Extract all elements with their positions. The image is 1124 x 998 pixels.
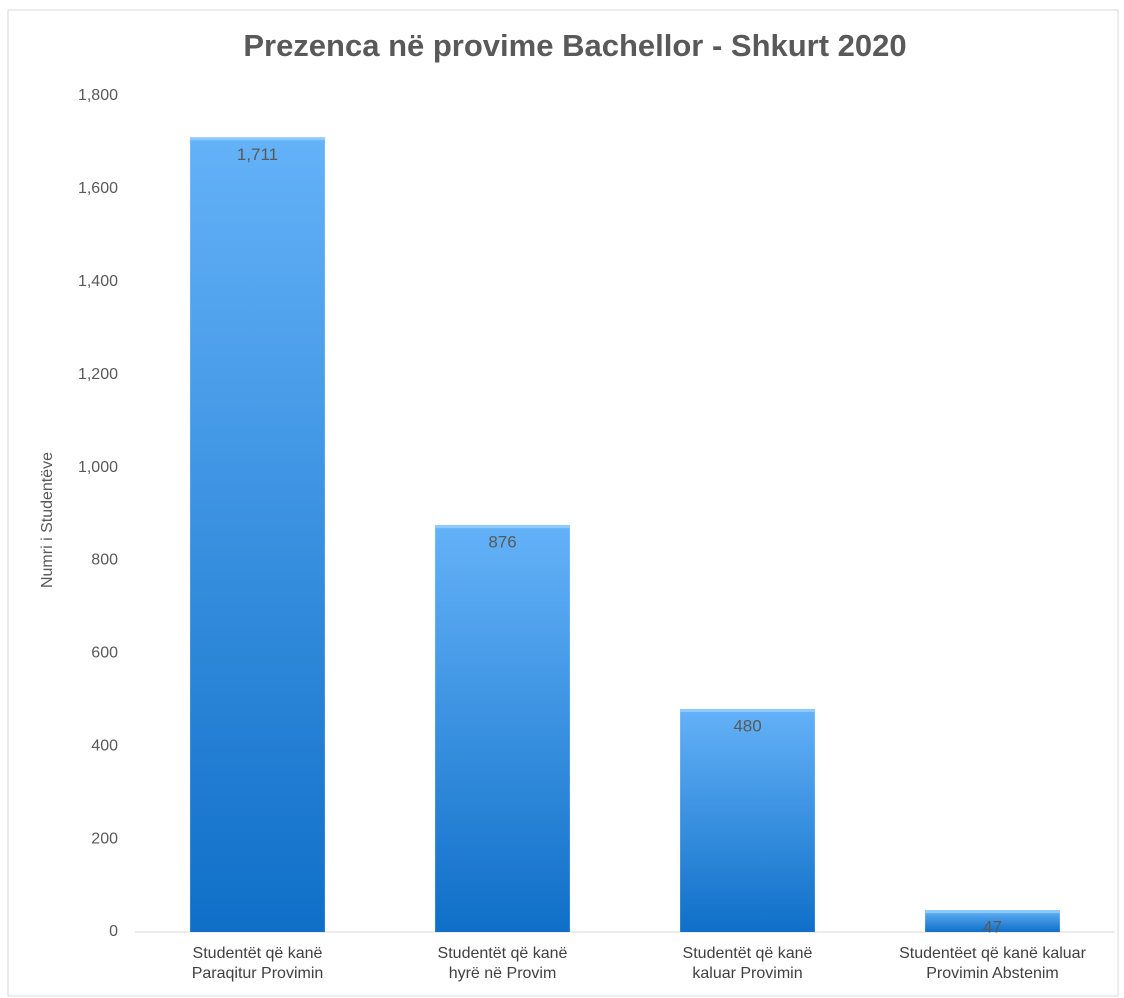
- y-tick-label: 800: [91, 552, 118, 569]
- y-tick-label: 1,600: [78, 180, 118, 197]
- y-tick-label: 1,000: [78, 459, 118, 476]
- bar: [435, 525, 570, 932]
- y-axis-label: Numri i Studentëve: [39, 452, 56, 588]
- bar: [680, 709, 815, 932]
- value-label: 876: [488, 533, 516, 552]
- bar-top-edge: [680, 709, 815, 713]
- bar-top-edge: [190, 137, 325, 141]
- y-tick-label: 1,400: [78, 273, 118, 290]
- x-tick-label: Studentëet që kanë kaluar Provimin Abste…: [899, 945, 1086, 982]
- x-tick-label: Studentët që kanë Paraqitur Provimin: [191, 945, 324, 982]
- y-tick-label: 400: [91, 737, 118, 754]
- x-tick-label: Studentët që kanë kaluar Provimin: [682, 945, 813, 982]
- bar: [190, 137, 325, 932]
- y-tick-label: 1,200: [78, 366, 118, 383]
- x-tick-label: Studentët që kanë hyrë në Provim: [437, 945, 568, 982]
- bar-top-edge: [925, 910, 1060, 914]
- y-tick-label: 1,800: [78, 87, 118, 104]
- bar-top-edge: [435, 525, 570, 529]
- value-label: 1,711: [237, 145, 278, 164]
- chart-border: [7, 9, 1119, 997]
- chart-title: Prezenca në provime Bachellor - Shkurt 2…: [243, 28, 906, 63]
- value-label: 47: [983, 918, 1002, 937]
- y-tick-label: 600: [91, 645, 118, 662]
- bar: [925, 910, 1060, 932]
- value-label: 480: [733, 717, 761, 736]
- y-tick-label: 0: [109, 923, 118, 940]
- y-tick-label: 200: [91, 830, 118, 847]
